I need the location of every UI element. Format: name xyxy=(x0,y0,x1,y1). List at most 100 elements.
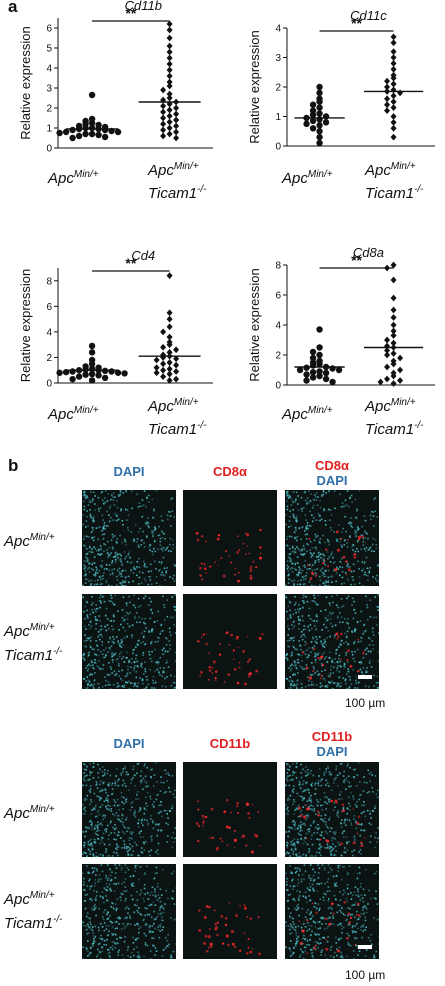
stain-speck xyxy=(228,826,231,830)
tissue-speck xyxy=(139,893,141,896)
tissue-speck xyxy=(85,495,87,497)
tissue-speck xyxy=(126,672,129,674)
tissue-speck xyxy=(99,554,102,556)
tissue-speck xyxy=(322,917,324,919)
data-point xyxy=(390,119,397,126)
tissue-speck xyxy=(348,627,350,629)
tissue-speck xyxy=(285,595,287,598)
tissue-speck xyxy=(366,809,369,812)
tissue-speck xyxy=(306,533,308,536)
tissue-speck xyxy=(124,827,126,829)
tissue-speck xyxy=(141,666,144,669)
tissue-speck xyxy=(126,827,129,829)
tissue-speck xyxy=(328,651,331,654)
tissue-speck xyxy=(368,822,371,825)
stain-speck xyxy=(255,566,258,569)
tissue-speck xyxy=(286,889,288,891)
stain-speck xyxy=(306,919,309,922)
tissue-speck xyxy=(130,951,133,954)
tissue-speck xyxy=(334,682,337,685)
tissue-speck xyxy=(327,576,330,579)
stain-speck xyxy=(334,568,338,572)
tissue-speck xyxy=(323,791,326,794)
tissue-speck xyxy=(100,878,102,881)
tissue-speck xyxy=(86,794,89,797)
tissue-speck xyxy=(110,552,112,555)
tissue-speck xyxy=(313,668,315,670)
tissue-speck xyxy=(312,666,315,668)
data-point xyxy=(384,77,391,85)
tissue-speck xyxy=(301,638,304,641)
tissue-speck xyxy=(353,776,355,779)
image-dapi-ko-1 xyxy=(82,594,176,689)
tissue-speck xyxy=(130,568,132,571)
tissue-speck xyxy=(299,795,301,798)
tissue-speck xyxy=(85,769,87,771)
tissue-speck xyxy=(296,827,299,829)
tissue-speck xyxy=(347,522,350,525)
tissue-speck xyxy=(174,660,176,662)
tissue-speck xyxy=(97,549,100,552)
tissue-speck xyxy=(305,526,308,528)
tissue-speck xyxy=(338,676,341,679)
tissue-speck xyxy=(87,950,89,953)
tissue-speck xyxy=(144,563,146,565)
tissue-speck xyxy=(82,784,84,787)
data-point xyxy=(316,368,323,375)
tissue-speck xyxy=(374,775,377,777)
stain-speck xyxy=(347,568,352,572)
tissue-speck xyxy=(135,676,138,679)
tissue-speck xyxy=(101,938,104,940)
data-point xyxy=(114,369,122,376)
tissue-speck xyxy=(85,496,87,499)
tissue-speck xyxy=(289,664,292,667)
tissue-speck xyxy=(285,853,287,856)
tissue-speck xyxy=(155,866,158,869)
tissue-speck xyxy=(131,885,133,887)
tissue-speck xyxy=(110,820,112,823)
data-point xyxy=(390,314,397,321)
tissue-speck xyxy=(368,661,371,664)
tissue-speck xyxy=(308,568,311,570)
tissue-speck xyxy=(333,951,336,954)
tissue-speck xyxy=(141,851,144,854)
tissue-speck xyxy=(110,878,113,881)
tissue-speck xyxy=(313,645,316,648)
tissue-speck xyxy=(82,491,85,493)
tissue-speck xyxy=(359,834,361,837)
tissue-speck xyxy=(293,636,295,639)
tissue-speck xyxy=(89,898,91,901)
tissue-speck xyxy=(309,877,312,880)
tissue-speck xyxy=(347,893,350,895)
tissue-speck xyxy=(98,510,100,512)
stain-speck xyxy=(228,644,231,646)
data-point xyxy=(316,133,323,141)
tissue-speck xyxy=(299,870,302,872)
tissue-speck xyxy=(133,594,135,596)
tissue-speck xyxy=(162,906,164,909)
tissue-speck xyxy=(92,762,95,765)
tissue-speck xyxy=(108,554,111,557)
tissue-speck xyxy=(304,891,307,894)
tissue-speck xyxy=(356,910,358,913)
data-point xyxy=(316,98,323,105)
tissue-speck xyxy=(121,679,124,682)
tissue-speck xyxy=(132,669,135,672)
tissue-speck xyxy=(96,549,98,552)
tissue-speck xyxy=(102,814,105,816)
tissue-speck xyxy=(317,921,319,924)
tissue-speck xyxy=(339,621,341,624)
tissue-speck xyxy=(327,900,330,902)
tissue-speck xyxy=(327,886,330,888)
tissue-speck xyxy=(83,653,86,655)
data-point xyxy=(390,294,397,302)
tissue-speck xyxy=(362,544,365,546)
tissue-speck xyxy=(300,579,302,581)
tissue-speck xyxy=(83,768,86,771)
group-label-ko-cd4: ApcMin/+ Ticam1-/- xyxy=(148,397,207,438)
data-point xyxy=(384,336,391,344)
tissue-speck xyxy=(96,787,99,789)
tissue-speck xyxy=(292,926,294,928)
tissue-speck xyxy=(289,798,291,801)
tissue-speck xyxy=(87,779,90,781)
